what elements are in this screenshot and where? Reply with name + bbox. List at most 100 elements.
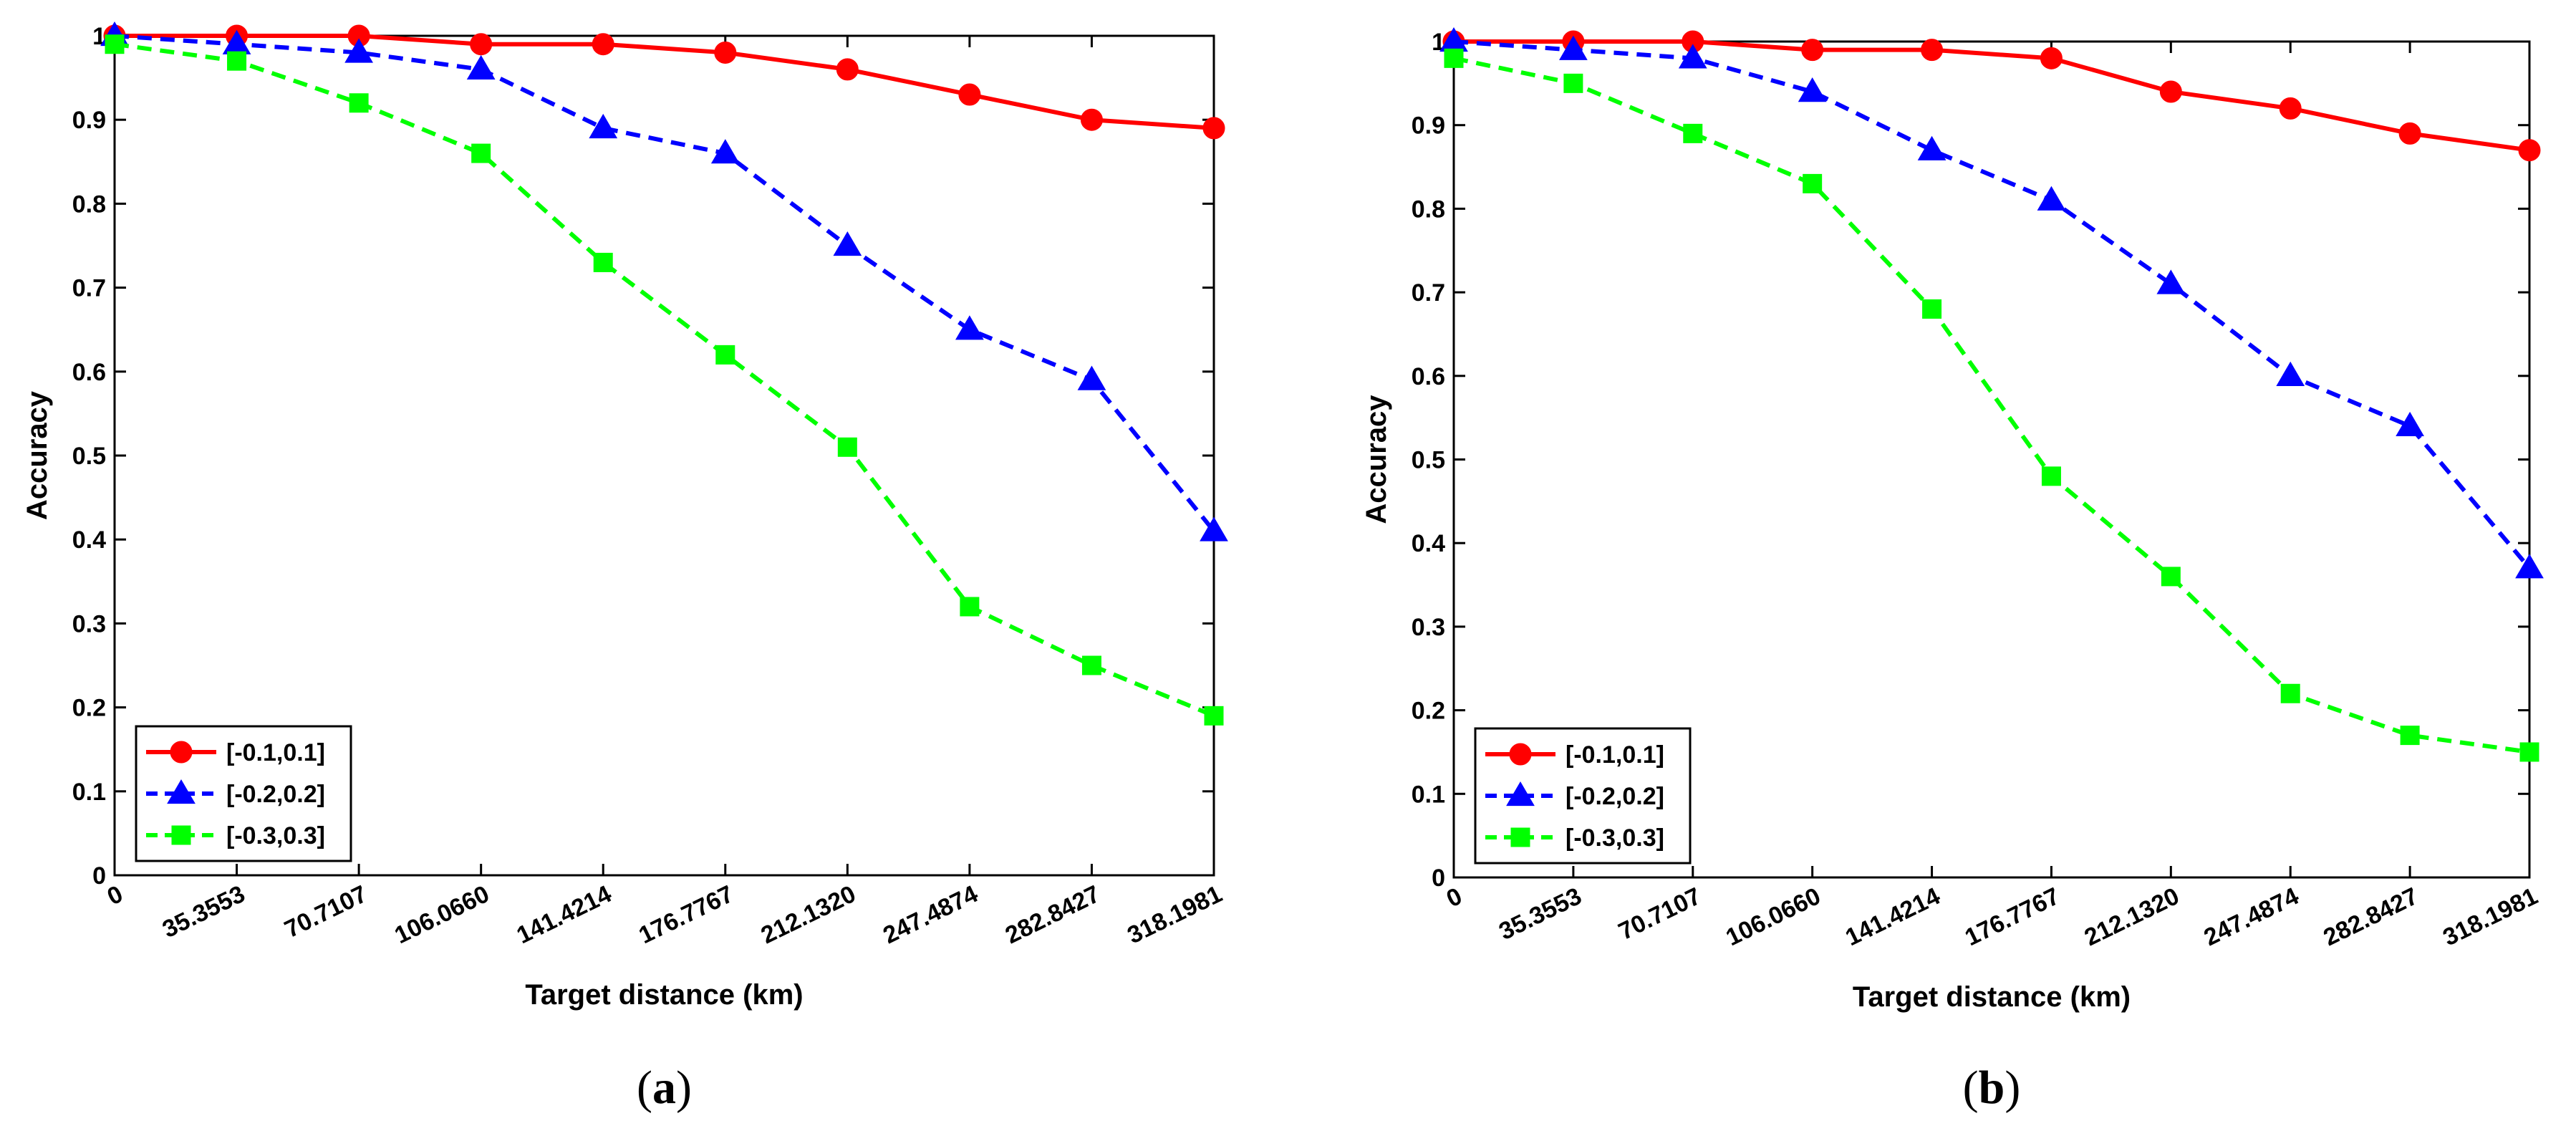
x-tick-label: 70.7107 — [280, 880, 371, 943]
chart-panel-a: 00.10.20.30.40.50.60.70.80.910 35.3553 70.… — [21, 21, 1228, 1114]
x-tick-label: 106.0660 — [1722, 882, 1825, 951]
data-point-s2-7 — [833, 231, 862, 256]
legend-marker-2 — [1506, 781, 1535, 807]
y-tick-label: 0.6 — [1412, 363, 1445, 390]
y-axis-title: Accuracy — [1361, 395, 1392, 524]
legend-marker-1 — [1509, 743, 1532, 766]
y-tick-label: 0.6 — [72, 359, 106, 386]
data-point-s1-5 — [592, 33, 614, 56]
x-tick-label: 318.1981 — [1123, 880, 1226, 949]
legend-label-3: [-0.3,0.3] — [1566, 824, 1664, 852]
data-point-s2-3 — [1678, 44, 1707, 69]
x-tick-label: 0 — [1442, 882, 1467, 913]
legend-label-1: [-0.1,0.1] — [226, 739, 325, 766]
data-point-s2-4 — [1798, 77, 1827, 102]
x-tick-label: 176.7767 — [635, 880, 738, 949]
data-point-s1-8 — [2279, 97, 2302, 120]
x-tick-label: 318.1981 — [2438, 882, 2542, 951]
data-point-s3-5 — [1922, 299, 1942, 319]
y-tick-label: 0.9 — [72, 107, 106, 134]
panel-label-letter: a — [652, 1062, 676, 1114]
x-tick-label: 176.7767 — [1961, 882, 2064, 951]
x-tick-label: 35.3553 — [1495, 882, 1586, 945]
panel-label-open: ( — [1963, 1062, 1979, 1114]
y-tick-label: 0 — [92, 862, 106, 890]
legend-marker-3 — [1510, 827, 1530, 847]
y-tick-label: 0.5 — [1412, 447, 1445, 474]
x-tick-label: 212.1320 — [757, 880, 860, 949]
data-point-s1-6 — [2040, 47, 2063, 69]
data-point-s3-7 — [2161, 567, 2181, 587]
data-point-s3-9 — [1081, 655, 1101, 675]
legend: [-0.1,0.1] [-0.2,0.2] [-0.3,0.3] — [135, 725, 352, 862]
y-tick-label: 0.4 — [1412, 530, 1445, 557]
x-tick-label: 247.4874 — [879, 880, 982, 949]
data-point-s2-5 — [1917, 135, 1947, 160]
legend-label-2: [-0.2,0.2] — [226, 781, 325, 808]
data-point-s2-3 — [344, 38, 373, 63]
y-axis-title: Accuracy — [21, 390, 53, 520]
data-point-s1-10 — [1202, 117, 1225, 140]
data-point-s2-4 — [466, 54, 496, 80]
panel-label: (a) — [637, 1062, 692, 1114]
data-point-s1-8 — [958, 83, 981, 106]
data-point-s3-8 — [2280, 683, 2300, 703]
x-tick-label: 141.4214 — [1841, 882, 1944, 951]
x-tick-label: 282.8427 — [2319, 882, 2422, 951]
data-point-s3-2 — [227, 51, 247, 71]
data-point-s1-10 — [2518, 139, 2541, 162]
data-point-s3-1 — [1444, 48, 1464, 68]
series-line-1 — [115, 34, 1215, 130]
data-point-s1-5 — [1921, 39, 1944, 62]
data-point-s2-2 — [1559, 35, 1588, 60]
x-tick-label: 212.1320 — [2080, 882, 2184, 951]
data-point-s1-6 — [714, 41, 737, 64]
data-point-s3-2 — [1563, 73, 1583, 93]
legend-label-2: [-0.2,0.2] — [1566, 783, 1664, 810]
data-point-s3-5 — [593, 252, 613, 272]
data-point-s2-9 — [1077, 365, 1106, 390]
y-tick-label: 0.5 — [72, 443, 106, 470]
legend-label-3: [-0.3,0.3] — [226, 822, 325, 849]
data-point-s1-7 — [836, 58, 859, 81]
legend: [-0.1,0.1] [-0.2,0.2] [-0.3,0.3] — [1474, 727, 1692, 865]
panel-label-letter: b — [1979, 1062, 2005, 1114]
y-tick-label: 0.2 — [1412, 698, 1445, 725]
panel-label: (b) — [1963, 1062, 2021, 1114]
x-tick-label: 106.0660 — [390, 880, 493, 949]
data-point-s2-9 — [2396, 411, 2424, 436]
y-tick-label: 0.2 — [72, 695, 106, 722]
data-point-s1-9 — [2398, 122, 2421, 145]
data-point-s2-5 — [589, 113, 618, 139]
x-tick-label: 141.4214 — [513, 880, 616, 949]
data-point-s1-7 — [2159, 80, 2182, 103]
x-tick-label: 35.3553 — [158, 880, 249, 943]
data-point-s3-6 — [2041, 466, 2061, 486]
data-point-s3-3 — [349, 93, 369, 113]
data-point-s1-4 — [1801, 39, 1824, 62]
data-point-s3-3 — [1683, 123, 1703, 143]
data-point-s3-4 — [471, 143, 491, 163]
data-point-s3-10 — [2519, 742, 2539, 762]
data-point-s3-1 — [105, 34, 125, 54]
data-point-s2-6 — [710, 139, 740, 164]
data-point-s2-8 — [2276, 361, 2305, 386]
data-point-s2-6 — [2037, 186, 2066, 211]
panel-label-close: ) — [2005, 1062, 2020, 1114]
series-line-3 — [114, 42, 1215, 718]
panel-label-open: ( — [637, 1062, 652, 1114]
x-tick-label: 282.8427 — [1001, 880, 1104, 949]
y-tick-label: 0.1 — [72, 779, 106, 806]
series-line-2 — [114, 34, 1216, 533]
data-point-s3-7 — [837, 437, 857, 457]
y-tick-label: 0.7 — [72, 275, 106, 302]
data-point-s3-10 — [1204, 706, 1224, 726]
data-point-s2-8 — [955, 315, 984, 340]
chart-panel-b: 00.10.20.30.40.50.60.70.80.910 35.3553 70.… — [1361, 27, 2544, 1114]
data-point-s1-9 — [1080, 108, 1103, 131]
data-point-s1-4 — [470, 33, 493, 56]
data-point-s3-6 — [715, 345, 735, 365]
y-tick-label: 0.8 — [1412, 196, 1445, 223]
x-axis-title: Target distance (km) — [1853, 981, 2131, 1013]
